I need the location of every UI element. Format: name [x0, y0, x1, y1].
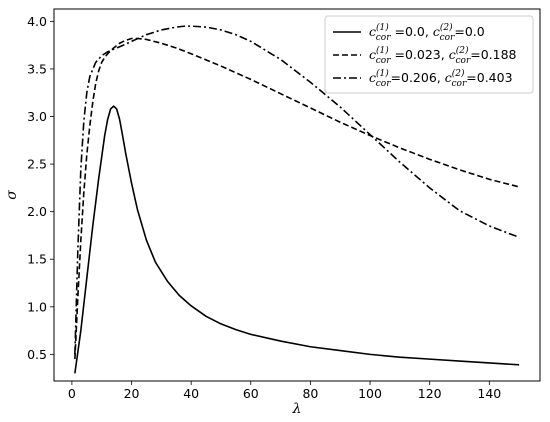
plot-lines [74, 25, 520, 374]
series-line-3 [74, 25, 520, 355]
x-tick-label: 120 [418, 386, 442, 401]
series-line-1 [74, 105, 520, 374]
x-axis: 0 20 40 60 80 100 120 140 [68, 381, 501, 401]
x-tick-label: 60 [243, 386, 259, 401]
x-axis-label: λ [292, 401, 302, 417]
legend-entry-1: c(1) cor =0.0, c(2) cor=0.0 [369, 22, 485, 43]
x-tick-label: 80 [302, 386, 318, 401]
legend-entry-2: c(1) cor =0.023, c(2) cor=0.188 [369, 45, 517, 66]
x-tick-label: 0 [68, 386, 76, 401]
y-tick-label: 1.0 [27, 299, 47, 314]
x-tick-label: 100 [358, 386, 382, 401]
y-tick-label: 1.5 [27, 252, 47, 267]
legend-box [324, 15, 534, 94]
series-line-2 [74, 37, 520, 360]
y-tick-label: 0.5 [27, 347, 47, 362]
plot-frame [53, 8, 541, 382]
y-tick-label: 2.5 [27, 157, 47, 172]
x-tick-label: 40 [183, 386, 199, 401]
legend-entry-3: c(1) cor=0.206, c(2) cor=0.403 [369, 68, 513, 89]
y-tick-label: 4.0 [27, 14, 47, 29]
x-tick-label: 20 [124, 386, 140, 401]
legend: c(1) cor =0.0, c(2) cor=0.0c(1) cor =0.023,… [324, 15, 534, 94]
y-tick-label: 2.0 [27, 204, 47, 219]
y-tick-label: 3.0 [27, 109, 47, 124]
y-axis-label: σ [4, 190, 20, 200]
x-tick-label: 140 [477, 386, 501, 401]
y-axis: 0.5 1.0 1.5 2.0 2.5 3.0 3.5 4.0 [27, 14, 54, 362]
y-tick-label: 3.5 [27, 61, 47, 76]
